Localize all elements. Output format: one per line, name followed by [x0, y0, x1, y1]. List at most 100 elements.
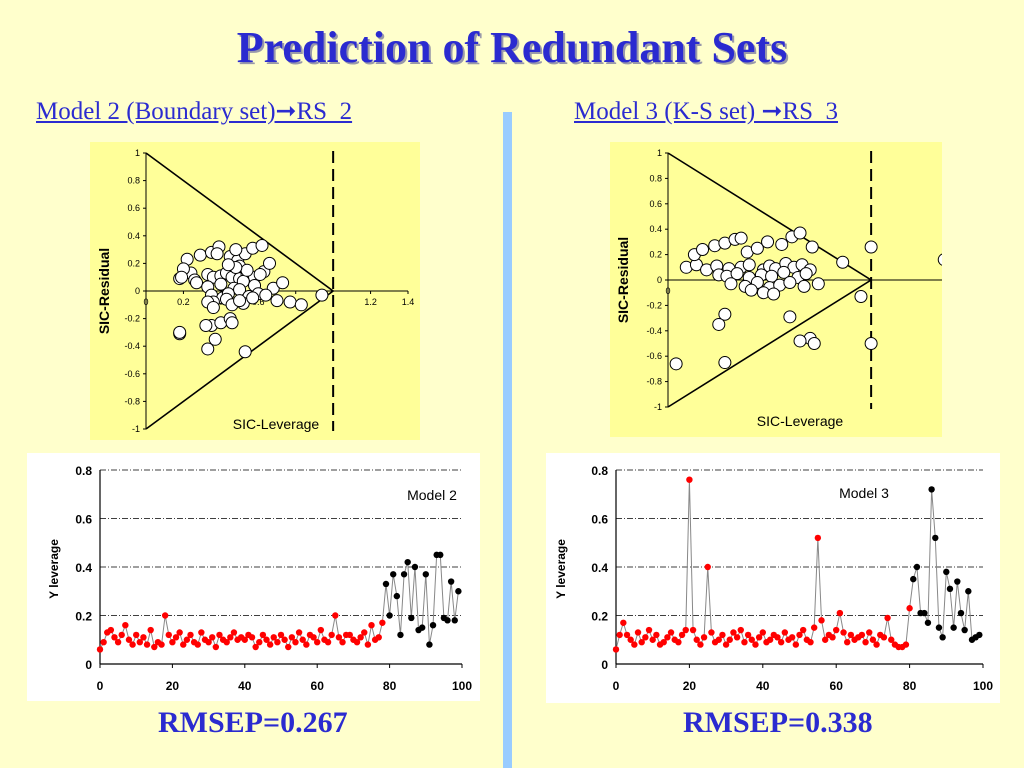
data-point — [616, 631, 623, 639]
data-point — [199, 319, 213, 332]
data-point — [712, 317, 726, 331]
data-point — [426, 641, 433, 648]
chart-title: Model 3 — [839, 485, 889, 501]
data-point — [346, 631, 353, 639]
data-point — [645, 626, 653, 634]
data-point — [246, 291, 260, 305]
data-point — [811, 277, 825, 291]
data-point — [214, 277, 228, 291]
data-point — [783, 310, 797, 324]
data-point — [173, 325, 187, 339]
y-tick-label: -0.6 — [646, 351, 662, 361]
data-point — [193, 248, 207, 262]
data-point — [143, 641, 151, 648]
data-point — [796, 631, 803, 639]
data-point — [111, 634, 118, 641]
data-point — [283, 295, 297, 309]
data-point — [96, 646, 104, 653]
y-tick-label: -1 — [132, 424, 140, 434]
y-tick-label: 0.4 — [591, 561, 608, 575]
data-point — [368, 622, 375, 629]
y-tick-label: -0.2 — [124, 314, 140, 324]
data-point — [793, 226, 807, 240]
x-tick-label: 1.4 — [402, 297, 415, 307]
y-tick-label: 0.4 — [75, 561, 92, 575]
data-point — [888, 636, 895, 643]
data-point — [836, 609, 844, 617]
page-title: Prediction of Redundant Sets — [236, 23, 788, 72]
data-point — [136, 638, 144, 646]
data-point — [902, 641, 910, 648]
data-point — [209, 634, 216, 641]
data-point — [353, 638, 361, 646]
y-tick-label: 0.8 — [127, 176, 140, 186]
data-point — [854, 290, 868, 304]
data-point — [719, 631, 726, 639]
data-point — [921, 609, 928, 617]
data-point — [873, 641, 880, 648]
data-point — [653, 631, 660, 639]
subtitle-model-3: Model 3 (K-S set) ➞RS_3 — [574, 98, 839, 125]
y-tick-label: 0.2 — [75, 610, 92, 624]
data-point — [781, 629, 789, 636]
data-point — [201, 342, 215, 356]
y-tick-label: 0.2 — [127, 258, 140, 268]
data-point — [259, 631, 267, 639]
rmsep-model-3: RMSEP=0.338 — [683, 706, 873, 739]
data-point — [161, 612, 169, 619]
x-tick-label: 100 — [973, 679, 993, 693]
x-tick-label: 40 — [238, 679, 252, 693]
data-point — [623, 631, 631, 639]
data-point — [169, 638, 176, 646]
data-point — [390, 571, 397, 578]
data-point — [961, 626, 968, 634]
data-point — [954, 578, 961, 585]
data-point — [107, 626, 115, 634]
data-point — [664, 634, 671, 641]
y-tick-label: 0.2 — [649, 250, 662, 260]
data-point — [761, 235, 775, 249]
data-point — [777, 638, 785, 646]
data-point — [752, 641, 759, 648]
x-tick-label: 0.6 — [252, 297, 265, 307]
data-point — [946, 585, 954, 593]
data-point — [733, 634, 741, 641]
data-point — [256, 638, 263, 646]
data-point — [950, 624, 957, 631]
data-point — [777, 265, 791, 279]
data-point — [682, 626, 689, 634]
data-point — [807, 638, 814, 646]
data-point — [212, 643, 220, 651]
data-point — [660, 638, 667, 646]
data-point — [634, 629, 642, 636]
data-point — [310, 634, 317, 641]
data-point — [238, 345, 252, 359]
data-point — [158, 641, 165, 648]
rmsep-model-2: RMSEP=0.267 — [158, 706, 348, 739]
data-point — [276, 276, 290, 290]
data-point — [913, 563, 921, 571]
data-point — [840, 629, 847, 636]
data-point — [176, 629, 183, 636]
data-point — [198, 629, 205, 636]
data-point — [404, 558, 411, 566]
data-point — [339, 638, 346, 646]
y-tick-label: 1 — [135, 148, 140, 158]
data-point — [965, 588, 972, 595]
data-point — [818, 617, 825, 624]
data-point — [379, 619, 386, 626]
data-point — [285, 643, 292, 651]
data-point — [400, 571, 408, 578]
data-point — [696, 243, 710, 257]
subtitle-model-2: Model 2 (Boundary set)➞RS_2 — [36, 98, 353, 125]
y-tick-label: 0.2 — [591, 610, 608, 624]
data-point — [627, 636, 634, 643]
data-point — [649, 636, 656, 643]
data-point — [270, 294, 284, 308]
y-tick-label: -0.8 — [646, 377, 662, 387]
data-point — [864, 337, 878, 350]
data-point — [125, 636, 133, 643]
data-point — [792, 641, 800, 648]
data-point — [718, 307, 732, 321]
data-point — [133, 631, 140, 639]
